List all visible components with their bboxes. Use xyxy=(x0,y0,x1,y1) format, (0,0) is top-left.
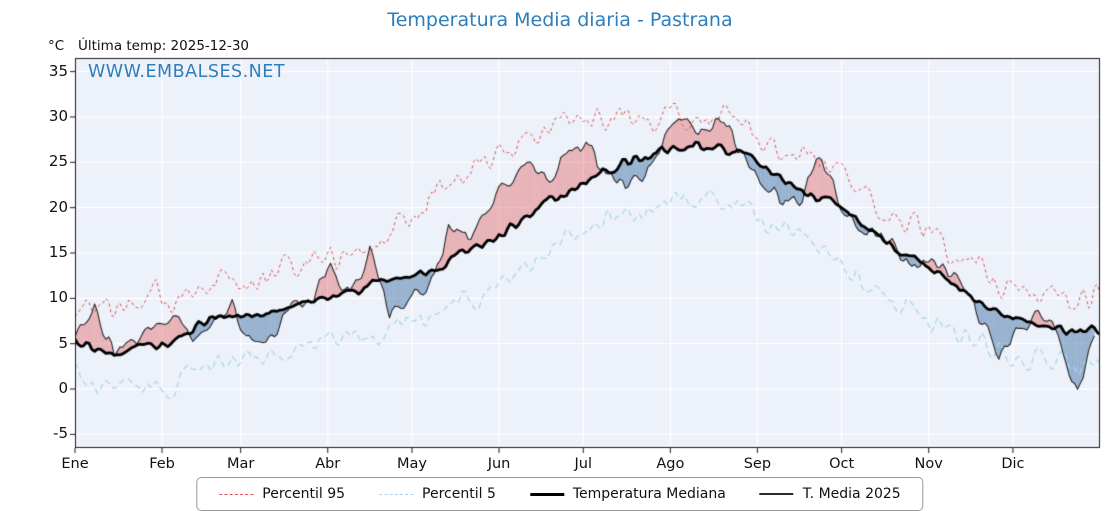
y-tick-label: -5 xyxy=(53,424,68,443)
chart-legend: Percentil 95 Percentil 5 Temperatura Med… xyxy=(196,477,924,511)
legend-item-percentil-5: Percentil 5 xyxy=(379,486,496,502)
legend-item-t-media-2025: T. Media 2025 xyxy=(759,486,901,502)
t-media-2025-line-swatch xyxy=(759,493,794,495)
legend-label: Percentil 5 xyxy=(422,486,496,502)
y-axis-unit-label: °C xyxy=(48,38,65,54)
watermark-link[interactable]: WWW.EMBALSES.NET xyxy=(88,62,286,82)
legend-item-percentil-95: Percentil 95 xyxy=(219,486,345,502)
y-tick-label: 10 xyxy=(48,288,68,307)
y-tick-label: 20 xyxy=(48,197,68,216)
y-tick-label: 30 xyxy=(48,106,68,125)
x-tick-label: Jun xyxy=(487,456,511,472)
chart-title: Temperatura Media diaria - Pastrana xyxy=(387,9,733,31)
legend-label: Temperatura Mediana xyxy=(572,486,726,502)
x-tick-label: Nov xyxy=(914,456,943,472)
y-tick-label: 25 xyxy=(48,152,68,171)
x-tick-label: May xyxy=(396,456,427,472)
legend-item-temperatura-mediana: Temperatura Mediana xyxy=(529,486,726,502)
x-tick-label: Ago xyxy=(656,456,685,472)
y-tick-label: 15 xyxy=(48,243,68,261)
last-temp-label: Última temp: 2025-12-30 xyxy=(78,38,250,54)
temperature-chart-canvas xyxy=(0,0,1120,500)
x-tick-label: Ene xyxy=(61,456,89,472)
x-tick-label: Jul xyxy=(574,456,593,472)
y-tick-label: 35 xyxy=(48,61,68,80)
y-tick-label: 0 xyxy=(58,379,68,398)
x-tick-label: Sep xyxy=(743,456,772,472)
x-tick-label: Mar xyxy=(226,456,255,472)
percentil-5-line-swatch xyxy=(379,493,414,495)
legend-label: Percentil 95 xyxy=(262,486,346,502)
percentil-95-line-swatch xyxy=(219,493,254,495)
x-tick-label: Dic xyxy=(1001,456,1025,472)
legend-label: T. Media 2025 xyxy=(802,486,901,502)
x-tick-label: Feb xyxy=(149,456,175,472)
temperatura-mediana-line-swatch xyxy=(529,492,564,496)
x-tick-label: Oct xyxy=(829,456,855,472)
y-tick-label: 5 xyxy=(58,333,68,352)
x-tick-label: Abr xyxy=(315,456,341,472)
